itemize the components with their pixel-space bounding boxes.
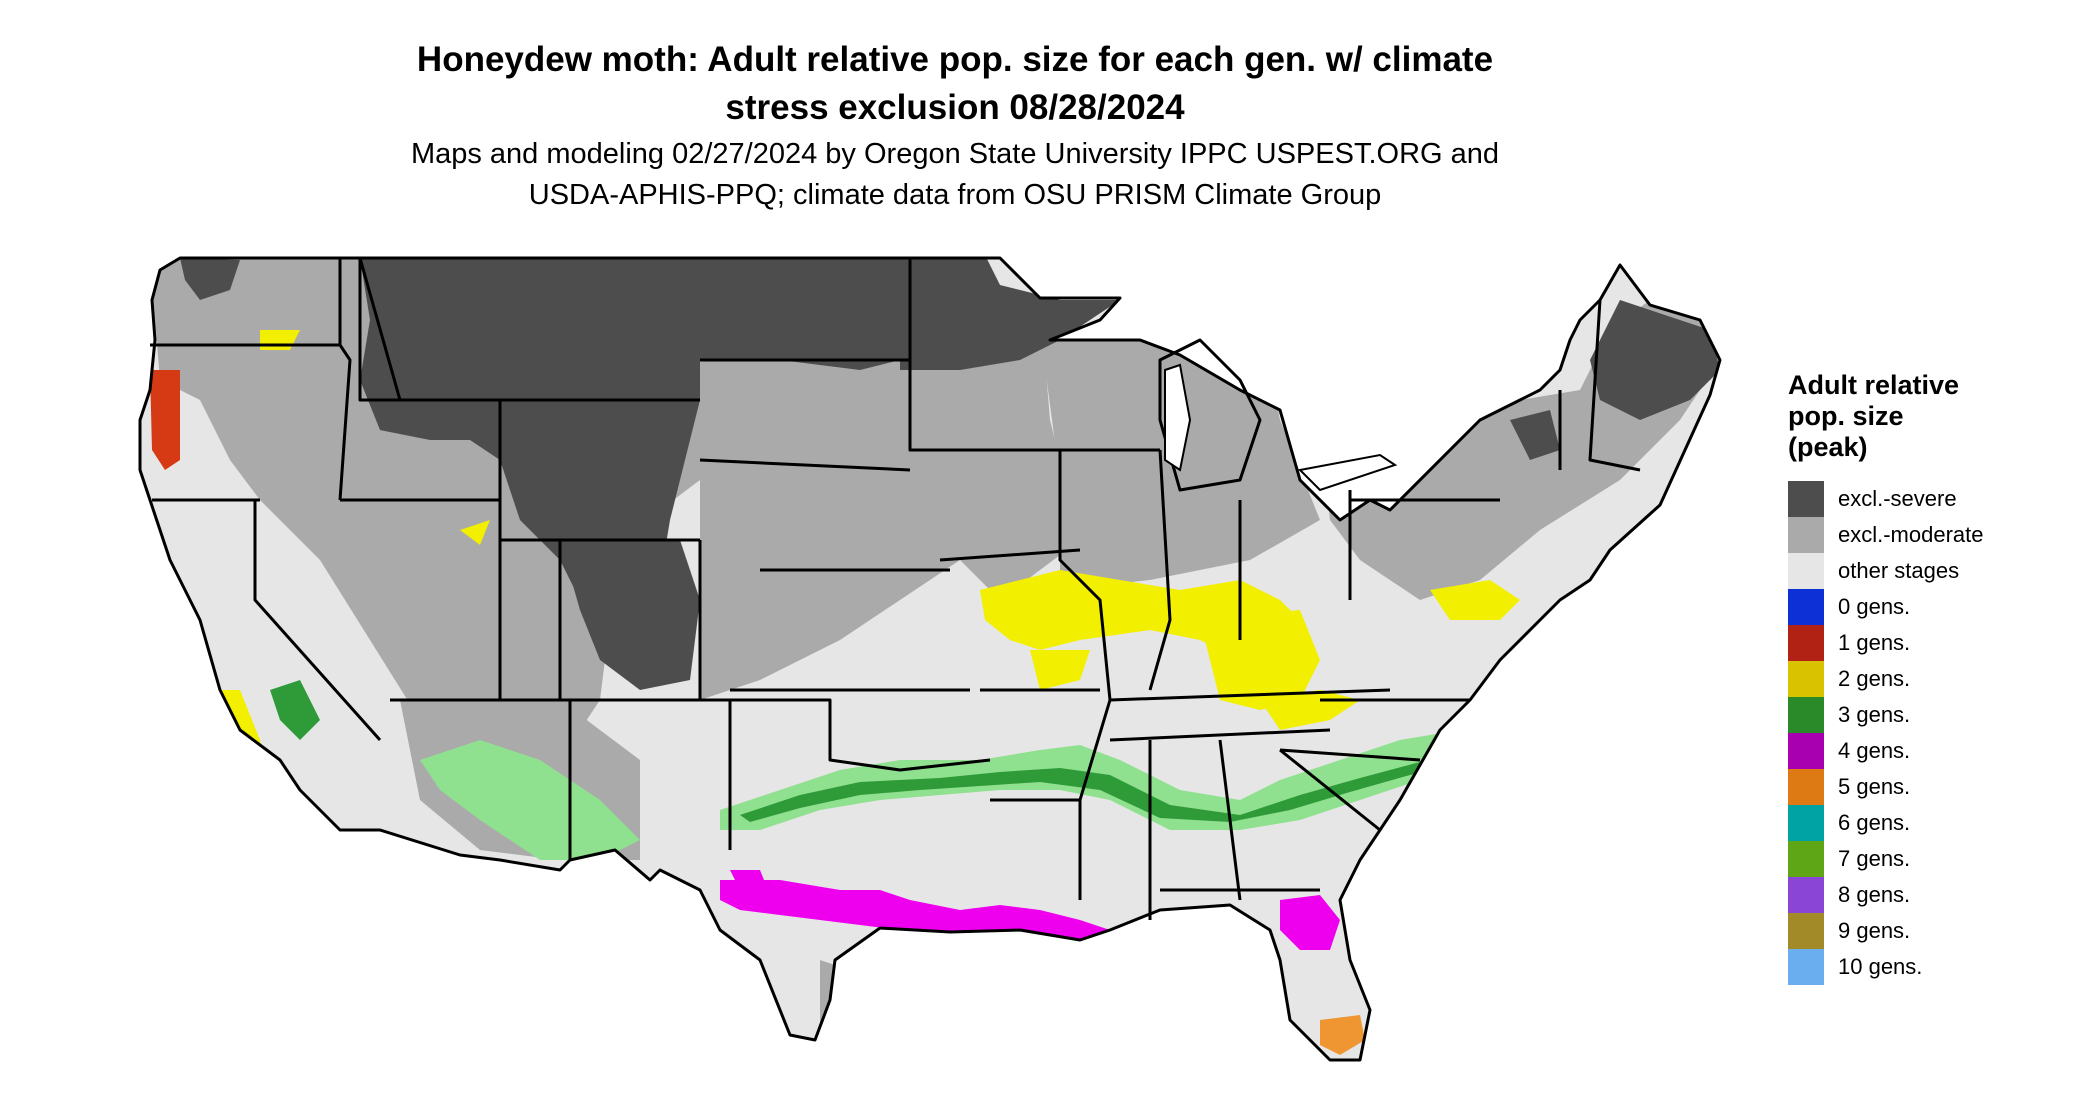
border-ok-tx	[730, 698, 991, 772]
severe-colorado	[560, 540, 700, 690]
legend-swatch	[1788, 949, 1824, 985]
border-al-ga	[1218, 739, 1242, 901]
legend-label: 2 gens.	[1838, 666, 1911, 691]
region-3-gens	[270, 680, 1490, 860]
border-nevada-ca	[253, 500, 382, 741]
legend-label: 3 gens.	[1838, 702, 1911, 727]
legend-swatch	[1788, 913, 1824, 949]
legend-swatch	[1788, 481, 1824, 517]
severe-maine	[1590, 300, 1720, 420]
legend-swatch	[1788, 553, 1824, 589]
legend-label: excl.-severe	[1838, 486, 1957, 511]
state-borders	[138, 256, 1722, 1062]
green-southwest	[420, 740, 640, 860]
border-idaho-east	[358, 257, 500, 402]
border-tn-south	[1109, 728, 1331, 742]
border-idaho-west	[338, 258, 352, 501]
great-lakes	[1164, 363, 1398, 492]
legend-item-10-gens: 10 gens.	[1788, 949, 2088, 985]
moderate-texas-coast	[820, 960, 870, 1040]
legend-swatch	[1788, 841, 1824, 877]
border-ky-tn	[1109, 688, 1391, 702]
border-ga-sc	[1279, 748, 1381, 832]
legend-label: 8 gens.	[1838, 882, 1911, 907]
legend-item-excl-severe: excl.-severe	[1788, 481, 2088, 517]
legend-label: 1 gens.	[1838, 630, 1911, 655]
red-oregon-coast	[150, 370, 180, 470]
orange-south-texas	[845, 990, 880, 1040]
moderate-central	[700, 258, 1080, 700]
border-il-in	[1148, 449, 1172, 691]
yellow-utah	[460, 520, 490, 545]
legend-swatch	[1788, 877, 1824, 913]
legend-swatch	[1788, 517, 1824, 553]
legend-label: 6 gens.	[1838, 810, 1911, 835]
legend-item-4-gens: 4 gens.	[1788, 733, 2088, 769]
region-excl-severe	[180, 258, 1720, 690]
legend-item-0-gens: 0 gens.	[1788, 589, 2088, 625]
legend-swatch	[1788, 589, 1824, 625]
legend-item-5-gens: 5 gens.	[1788, 769, 2088, 805]
legend-item-3-gens: 3 gens.	[1788, 697, 2088, 733]
legend-title: Adult relative pop. size (peak)	[1788, 370, 1960, 462]
severe-minnesota	[900, 258, 1120, 370]
green-california	[270, 680, 320, 740]
legend-swatch	[1788, 625, 1824, 661]
legend-label: 0 gens.	[1838, 594, 1911, 619]
border-ne-states	[1588, 299, 1641, 472]
legend-label: 5 gens.	[1838, 774, 1911, 799]
legend-label: other stages	[1838, 558, 1960, 583]
legend-swatch	[1788, 733, 1824, 769]
legend-item-7-gens: 7 gens.	[1788, 841, 2088, 877]
legend-label: 9 gens.	[1838, 918, 1911, 943]
severe-north-dakota	[700, 258, 900, 370]
map-title: Honeydew moth: Adult relative pop. size …	[416, 40, 1494, 127]
legend-item-9-gens: 9 gens.	[1788, 913, 2088, 949]
severe-cascades	[180, 258, 240, 300]
border-wy-co	[498, 400, 700, 542]
region-1-gens	[150, 370, 180, 470]
map-subtitle: Maps and modeling 02/27/2024 by Oregon S…	[410, 138, 1500, 211]
yellow-kansas-missouri	[1030, 650, 1090, 690]
border-mn-ia	[908, 258, 1060, 452]
legend-label: 7 gens.	[1838, 846, 1911, 871]
legend-swatch	[1788, 697, 1824, 733]
legend: Adult relative pop. size (peak) excl.-se…	[1788, 370, 2088, 985]
legend-swatch	[1788, 661, 1824, 697]
lake-michigan	[1164, 363, 1192, 472]
legend-swatch	[1788, 769, 1824, 805]
border-mi-outline	[1158, 338, 1262, 492]
border-ia-mo	[939, 548, 1081, 562]
yellow-kentucky	[1200, 610, 1320, 710]
orange-south-florida	[1320, 1015, 1365, 1055]
legend-item-8-gens: 8 gens.	[1788, 877, 2088, 913]
magenta-texas	[730, 870, 770, 900]
border-nc-sc	[1279, 748, 1421, 762]
legend-item-6-gens: 6 gens.	[1788, 805, 2088, 841]
yellow-virginia	[1430, 580, 1520, 620]
magenta-florida	[1280, 895, 1340, 950]
lake-erie	[1297, 453, 1398, 492]
severe-adirondack	[1510, 410, 1560, 460]
legend-item-excl-moderate: excl.-moderate	[1788, 517, 2088, 553]
border-miss-river	[1058, 450, 1112, 900]
green-southern-band-dark	[740, 750, 1470, 822]
legend-item-1-gens: 1 gens.	[1788, 625, 2088, 661]
border-sd-ne	[699, 458, 911, 472]
legend-label: 10 gens.	[1838, 954, 1923, 979]
legend-label: excl.-moderate	[1838, 522, 1984, 547]
legend-swatch	[1788, 805, 1824, 841]
legend-item-other-stages: other stages	[1788, 553, 2088, 589]
legend-item-2-gens: 2 gens.	[1788, 661, 2088, 697]
us-outline	[138, 256, 1722, 1062]
legend-label: 4 gens.	[1838, 738, 1911, 763]
